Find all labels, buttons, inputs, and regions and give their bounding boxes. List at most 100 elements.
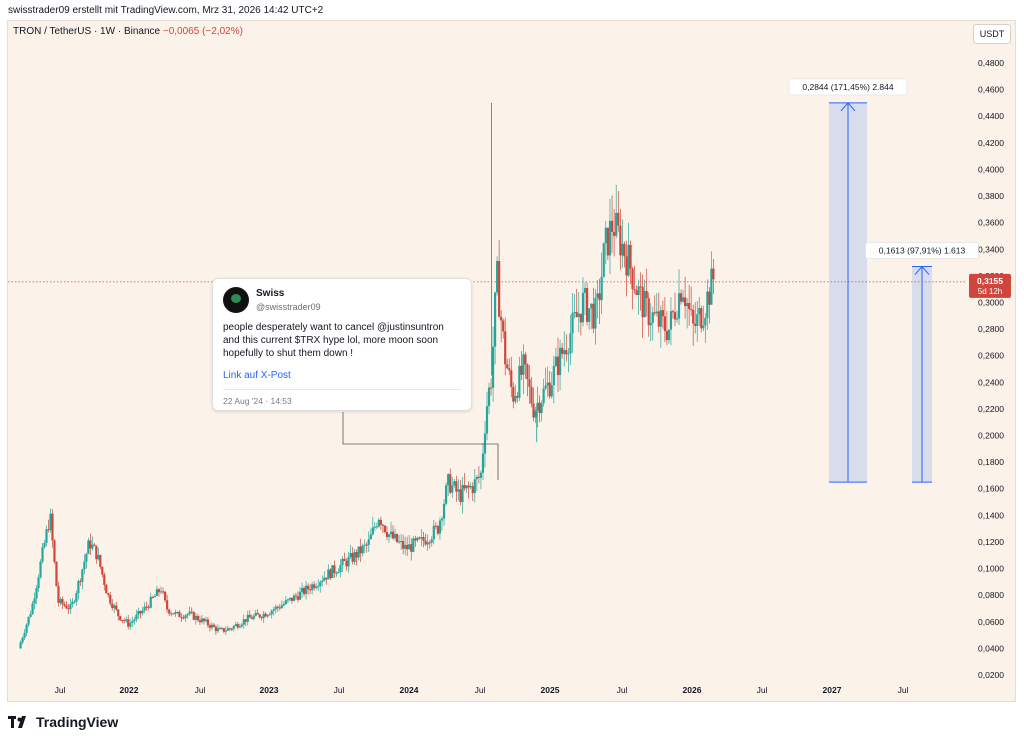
candle-body [451, 485, 454, 493]
candle-body [69, 604, 72, 610]
candle-body [619, 225, 622, 256]
candle-body [669, 311, 673, 330]
candle-body [556, 356, 560, 376]
candle-body [397, 541, 401, 543]
candle-body [383, 525, 387, 533]
candle-body [387, 534, 391, 537]
candle-body [381, 524, 385, 526]
candle-body [131, 621, 134, 623]
candle-body [641, 286, 644, 318]
candle-body [712, 268, 715, 280]
candle-countdown: 5d 12h [978, 287, 1002, 296]
candle-body [635, 290, 638, 296]
candle-body [379, 519, 382, 525]
candle-body [400, 540, 403, 542]
x-post-card[interactable]: Swiss @swisstrader09 people desperately … [212, 278, 472, 411]
candle-body [455, 481, 458, 492]
candle-body [145, 606, 148, 608]
candle-body [260, 617, 263, 619]
candle-body [49, 513, 52, 531]
candle-body [463, 485, 466, 489]
candle-body [369, 534, 372, 540]
candle-body [204, 619, 208, 622]
candle-body [353, 551, 356, 562]
candle-body [236, 624, 239, 628]
candle-body [109, 594, 112, 604]
candle-body [127, 619, 130, 627]
avatar [223, 287, 249, 313]
candle-body [681, 297, 685, 302]
candle-body [266, 615, 269, 617]
candle-body [573, 311, 576, 313]
candle-body [602, 243, 605, 277]
candle-body [677, 293, 681, 319]
candle-body [514, 396, 517, 402]
y-tick-label: 0,2200 [978, 404, 1004, 414]
candle-body [516, 396, 519, 398]
candle-body [137, 611, 140, 615]
candle-body [89, 540, 92, 549]
x-tick-label: 2027 [823, 685, 842, 695]
candle-body [708, 291, 711, 305]
candle-body [161, 591, 165, 593]
candle-body [577, 313, 580, 318]
candle-body [53, 540, 56, 562]
y-tick-label: 0,2400 [978, 377, 1004, 387]
candle-body [548, 382, 551, 397]
candle-body [111, 603, 114, 609]
candle-body [113, 605, 116, 609]
x-tick-label: 2024 [400, 685, 419, 695]
candle-body [321, 580, 324, 582]
candle-body [242, 619, 245, 625]
candle-body [485, 406, 489, 434]
candle-body [264, 613, 267, 617]
post-link[interactable]: Link auf X-Post [223, 370, 291, 381]
candle-body [594, 298, 597, 329]
candle-body [170, 613, 173, 615]
candle-body [79, 581, 82, 583]
candle-body [598, 293, 601, 301]
candle-body [621, 243, 624, 256]
currency-button[interactable]: USDT [973, 24, 1011, 44]
candle-body [426, 542, 429, 545]
candle-body [135, 614, 138, 620]
candle-body [85, 553, 88, 562]
candle-body [696, 314, 699, 326]
symbol-label: TRON / TetherUS · 1W · Binance [13, 26, 161, 37]
candle-body [294, 595, 298, 597]
candle-body [534, 410, 537, 418]
candle-body [361, 545, 364, 554]
candle-body [653, 312, 656, 314]
candle-body [47, 529, 50, 531]
y-tick-label: 0,3600 [978, 218, 1004, 228]
candle-body [284, 600, 287, 604]
candle-body [567, 353, 570, 355]
candle-body [659, 310, 662, 327]
candle-body [347, 557, 350, 567]
candle-body [629, 244, 632, 269]
candle-body [117, 609, 120, 617]
symbol-legend[interactable]: TRON / TetherUS · 1W · Binance −0,0065 (… [13, 26, 243, 37]
measure-label-box [788, 78, 908, 96]
candle-body [702, 325, 705, 329]
candle-body [434, 525, 437, 527]
x-tick-label: 2022 [120, 685, 139, 695]
y-tick-label: 0,2600 [978, 351, 1004, 361]
measure-label: 0,1613 (97,91%) 1.613 [879, 246, 966, 256]
candle-body [71, 601, 74, 605]
candle-body [43, 542, 46, 548]
candle-body [561, 347, 564, 355]
candle-body [475, 476, 478, 480]
x-tick-label: Jul [757, 685, 768, 695]
y-tick-label: 0,2800 [978, 324, 1004, 334]
candle-body [704, 317, 707, 326]
candle-body [307, 585, 310, 590]
candle-body [129, 622, 132, 627]
candle-body [302, 588, 306, 595]
candle-body [643, 291, 646, 318]
candle-body [248, 614, 251, 618]
candle-body [528, 379, 531, 387]
x-tick-label: Jul [475, 685, 486, 695]
candle-body [592, 303, 595, 329]
